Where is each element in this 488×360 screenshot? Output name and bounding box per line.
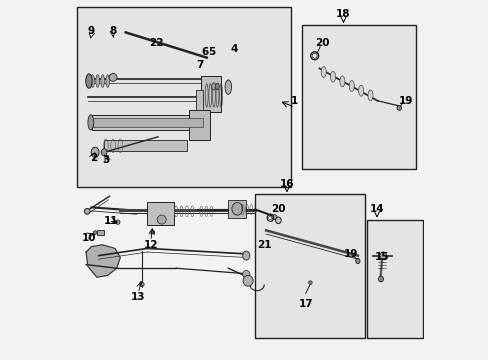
Text: 16: 16 [279,179,294,189]
Text: 21: 21 [257,240,271,250]
Ellipse shape [84,208,90,214]
Text: 10: 10 [81,233,96,243]
Bar [366,220,422,338]
Ellipse shape [101,149,107,156]
Bar [255,194,365,338]
Text: 14: 14 [369,204,384,214]
Text: 13: 13 [131,292,145,302]
Ellipse shape [275,217,281,224]
Text: 1: 1 [291,96,298,106]
Text: 18: 18 [336,9,350,19]
Text: 4: 4 [229,44,237,54]
Text: 19: 19 [343,249,357,259]
Ellipse shape [151,230,154,234]
Ellipse shape [339,76,344,87]
Ellipse shape [378,276,383,282]
Bar [302,25,415,169]
Ellipse shape [140,282,144,287]
Ellipse shape [101,75,104,87]
Text: 5: 5 [208,47,215,57]
Ellipse shape [106,75,109,87]
Text: 17: 17 [298,299,312,309]
Polygon shape [86,245,120,277]
Text: 8: 8 [109,26,117,36]
Text: 7: 7 [195,60,203,70]
Bar [93,118,203,127]
Bar [77,7,291,187]
Bar [196,90,203,110]
Text: 9: 9 [88,26,95,36]
Ellipse shape [355,258,359,264]
Ellipse shape [243,275,253,286]
Bar [228,200,246,218]
Text: 22: 22 [149,38,163,48]
Ellipse shape [224,80,231,94]
Bar [201,76,221,112]
Bar [104,140,186,151]
Ellipse shape [379,252,386,259]
Ellipse shape [358,85,363,96]
Bar [147,202,174,225]
Ellipse shape [231,202,242,215]
Text: 6: 6 [201,47,208,57]
Ellipse shape [242,270,249,278]
Text: 20: 20 [271,204,285,214]
Ellipse shape [157,215,166,224]
Ellipse shape [396,106,401,111]
Ellipse shape [88,115,94,130]
Ellipse shape [91,147,99,157]
Ellipse shape [211,83,216,90]
Ellipse shape [93,231,97,234]
Text: 3: 3 [102,155,109,165]
Ellipse shape [271,215,276,220]
Bar [188,110,210,140]
Ellipse shape [308,281,311,284]
Ellipse shape [96,75,99,87]
Text: 2: 2 [89,153,97,163]
Ellipse shape [215,83,219,90]
Text: 15: 15 [374,252,388,262]
Ellipse shape [242,251,249,260]
Ellipse shape [330,71,335,82]
Text: 11: 11 [104,216,118,226]
Text: 12: 12 [143,240,158,250]
Ellipse shape [321,67,325,77]
Ellipse shape [348,81,354,91]
Ellipse shape [109,73,117,81]
Ellipse shape [115,220,120,224]
Text: 20: 20 [314,38,328,48]
Ellipse shape [91,75,94,87]
Bar [97,230,104,235]
Ellipse shape [85,74,92,88]
Bar [91,115,204,130]
Text: 19: 19 [399,96,413,106]
Ellipse shape [367,90,372,101]
